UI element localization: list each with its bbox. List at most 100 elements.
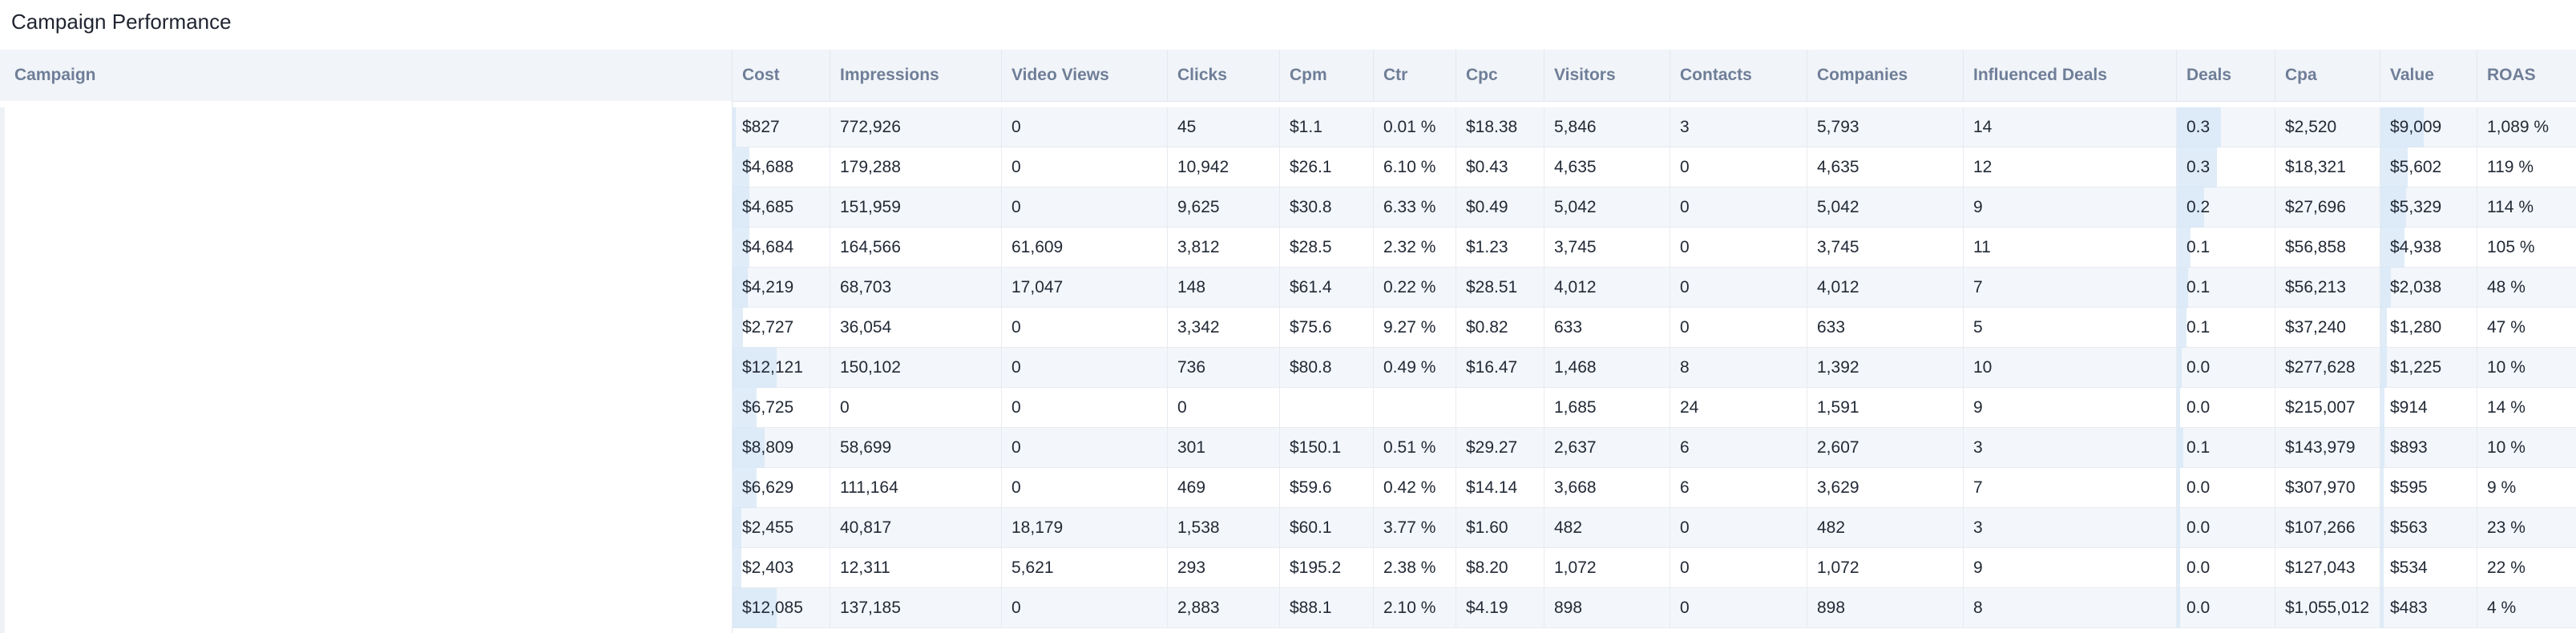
cell-impressions: 40,817 — [830, 508, 1001, 548]
cell-value: $56,213 — [2285, 278, 2346, 296]
cell-value: $28.5 — [1290, 238, 1332, 256]
column-header-companies[interactable]: Companies — [1807, 50, 1963, 101]
cell-value: $107,266 — [2285, 518, 2356, 537]
cell-cost: $6,629 — [732, 468, 830, 508]
column-header-cost[interactable]: Cost — [732, 50, 830, 101]
cell-companies: 3,629 — [1807, 468, 1963, 508]
cell-visitors: 2,637 — [1544, 428, 1670, 468]
table-row[interactable]: $827 772,926 0 45 $1.1 0.01 % $18.38 5,846 3 5,79… — [732, 107, 2576, 147]
table-row[interactable]: $2,727 36,054 0 3,342 $75.6 9.27 % $0.82 633 0 63… — [732, 308, 2576, 348]
data-bar — [2380, 107, 2424, 147]
column-header-influenced-deals[interactable]: Influenced Deals — [1963, 50, 2176, 101]
cell-value: 9,625 — [1177, 198, 1220, 216]
cell-value: 2.10 % — [1383, 599, 1436, 617]
campaign-column-body — [0, 101, 733, 633]
cell-ctr: 0.49 % — [1373, 348, 1456, 388]
data-bar — [733, 508, 741, 548]
column-header-cpm[interactable]: Cpm — [1279, 50, 1373, 101]
cell-roas: 119 % — [2477, 147, 2576, 187]
data-bar — [2177, 308, 2186, 348]
cell-visitors: 3,668 — [1544, 468, 1670, 508]
cell-contacts: 0 — [1670, 308, 1807, 348]
column-header-clicks[interactable]: Clicks — [1167, 50, 1279, 101]
table-row[interactable]: $12,085 137,185 0 2,883 $88.1 2.10 % $4.19 898 0… — [732, 588, 2576, 628]
cell-contacts: 0 — [1670, 228, 1807, 268]
cell-value: $2,455 — [742, 518, 794, 537]
cell-cpa: $307,970 — [2275, 468, 2380, 508]
cell-value: $8.20 — [1466, 558, 1508, 577]
cell-value: 11 — [1973, 238, 1991, 256]
cell-value: 5,793 — [1817, 118, 1859, 136]
data-bar — [2380, 428, 2384, 468]
cell-cpm — [1279, 388, 1373, 428]
cell-value: 0 — [1680, 158, 1690, 176]
cell-influenced-deals: 12 — [1963, 147, 2176, 187]
cell-influenced-deals: 9 — [1963, 548, 2176, 588]
data-bar — [733, 548, 741, 588]
cell-deals: 0.1 — [2176, 268, 2275, 308]
table-row[interactable]: $2,403 12,311 5,621 293 $195.2 2.38 % $8.20 1,0… — [732, 548, 2576, 588]
cell-value: 0 — [840, 398, 850, 417]
column-header-video-views[interactable]: Video Views — [1001, 50, 1167, 101]
column-header-campaign[interactable]: Campaign — [14, 66, 96, 84]
cell-contacts: 0 — [1670, 147, 1807, 187]
table-row[interactable]: $4,688 179,288 0 10,942 $26.1 6.10 % $0.43 4,63… — [732, 147, 2576, 187]
data-bar — [733, 348, 777, 388]
cell-value: 1,072 — [1554, 558, 1597, 577]
table-row[interactable]: $4,685 151,959 0 9,625 $30.8 6.33 % $0.49 5,042… — [732, 187, 2576, 228]
table-row[interactable]: $6,629 111,164 0 469 $59.6 0.42 % $14.14 3,668 6… — [732, 468, 2576, 508]
cell-cpc: $18.38 — [1456, 107, 1544, 147]
column-header-contacts[interactable]: Contacts — [1670, 50, 1807, 101]
table-row[interactable]: $4,219 68,703 17,047 148 $61.4 0.22 % $28.51 4,… — [732, 268, 2576, 308]
cell-cost: $2,403 — [732, 548, 830, 588]
column-header-deals[interactable]: Deals — [2176, 50, 2275, 101]
cell-companies: 482 — [1807, 508, 1963, 548]
table-row[interactable]: $12,121 150,102 0 736 $80.8 0.49 % $16.47 1,468… — [732, 348, 2576, 388]
column-header-visitors[interactable]: Visitors — [1544, 50, 1670, 101]
cell-impressions: 179,288 — [830, 147, 1001, 187]
cell-value: $307,970 — [2285, 478, 2356, 497]
cell-roas: 1,089 % — [2477, 107, 2576, 147]
cell-clicks: 10,942 — [1167, 147, 1279, 187]
table-row[interactable]: $6,725 0 0 0 1,685 24 1,591 9 0.0 $215,007 $914 14 … — [732, 388, 2576, 428]
cell-cpc: $0.49 — [1456, 187, 1544, 228]
cell-value: 114 % — [2487, 198, 2534, 216]
data-bar — [733, 388, 757, 428]
column-header-ctr[interactable]: Ctr — [1373, 50, 1456, 101]
data-bar — [2380, 187, 2406, 228]
cell-cpm: $75.6 — [1279, 308, 1373, 348]
cell-value: $563 — [2390, 518, 2428, 537]
cell-value: 8 — [1973, 599, 1983, 617]
column-header-cpc[interactable]: Cpc — [1456, 50, 1544, 101]
cell-value: 5,846 — [1554, 118, 1597, 136]
cell-cpc: $1.23 — [1456, 228, 1544, 268]
cell-contacts: 0 — [1670, 268, 1807, 308]
cell-impressions: 772,926 — [830, 107, 1001, 147]
data-bar — [2177, 588, 2180, 628]
cell-visitors: 898 — [1544, 588, 1670, 628]
cell-value: 0.42 % — [1383, 478, 1436, 497]
data-bar — [2177, 388, 2180, 428]
cell-visitors: 3,745 — [1544, 228, 1670, 268]
data-bar — [2177, 468, 2180, 508]
column-header-impressions[interactable]: Impressions — [830, 50, 1001, 101]
column-header-roas[interactable]: ROAS — [2477, 50, 2576, 101]
cell-companies: 633 — [1807, 308, 1963, 348]
cell-cpc: $0.43 — [1456, 147, 1544, 187]
data-bar — [733, 147, 749, 187]
cell-video-views: 0 — [1001, 588, 1167, 628]
cell-cpc: $1.60 — [1456, 508, 1544, 548]
cell-deals: 0.3 — [2176, 107, 2275, 147]
cell-value: 6.33 % — [1383, 198, 1436, 216]
cell-value: $127,043 — [2285, 558, 2356, 577]
table-row[interactable]: $4,684 164,566 61,609 3,812 $28.5 2.32 % $1.23… — [732, 228, 2576, 268]
cell-value: $9,009 — [2380, 107, 2477, 147]
table-row[interactable]: $2,455 40,817 18,179 1,538 $60.1 3.77 % $1.60 4… — [732, 508, 2576, 548]
column-header-value[interactable]: Value — [2380, 50, 2477, 101]
cell-value: $16.47 — [1466, 358, 1518, 377]
cell-value: 0 — [1011, 198, 1021, 216]
cell-value: 482 — [1817, 518, 1846, 537]
column-header-cpa[interactable]: Cpa — [2275, 50, 2380, 101]
table-row[interactable]: $8,809 58,699 0 301 $150.1 0.51 % $29.27 2,637 6… — [732, 428, 2576, 468]
cell-value: 0 — [1011, 118, 1021, 136]
